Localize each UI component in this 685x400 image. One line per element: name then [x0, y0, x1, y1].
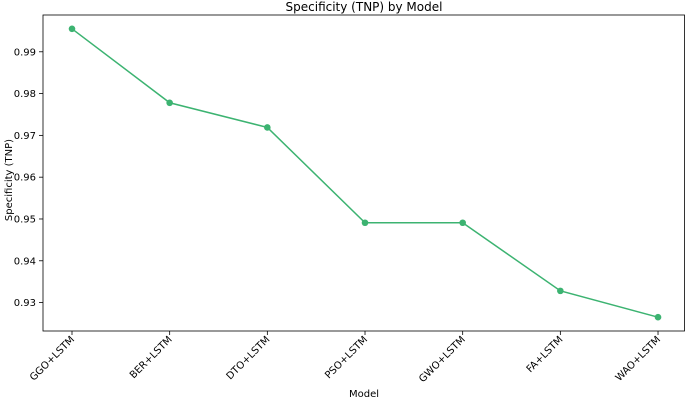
data-point [68, 25, 76, 33]
data-point [557, 287, 564, 295]
data-point [361, 219, 369, 227]
plot-frame [42, 14, 685, 332]
x-tick-label: BER+LSTM [128, 334, 175, 381]
x-tick-label: PSO+LSTM [323, 334, 370, 381]
x-axis-title: Model [349, 389, 379, 400]
y-tick-label: 0.94 [14, 256, 36, 267]
data-point [166, 99, 173, 107]
y-tick-label: 0.96 [14, 173, 36, 184]
x-tick-label: FA+LSTM [525, 334, 566, 375]
data-point [264, 124, 271, 131]
y-tick-label: 0.93 [14, 298, 36, 309]
y-tick-label: 0.97 [14, 131, 36, 142]
data-point [459, 219, 466, 227]
x-tick-label: GWO+LSTM [417, 334, 468, 385]
y-tick-label: 0.98 [14, 89, 36, 100]
x-tick-label: DTO+LSTM [225, 334, 273, 382]
y-axis-title: Specificity (TNP) [4, 139, 15, 221]
y-tick-label: 0.95 [14, 214, 36, 225]
x-tick-label: WAO+LSTM [614, 334, 663, 383]
series-line [71, 28, 659, 318]
chart-title: Specificity (TNP) by Model [286, 0, 443, 14]
plot-area: 0.93 0.94 0.95 0.96 0.97 0.98 0.99 GGO+LSTM BER+… [14, 14, 685, 385]
y-tick-label: 0.99 [14, 47, 36, 58]
x-tick-label: GGO+LSTM [28, 334, 77, 383]
data-point [654, 313, 662, 321]
